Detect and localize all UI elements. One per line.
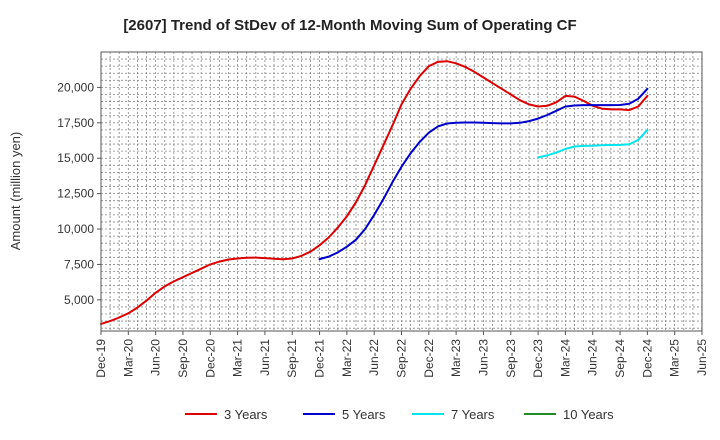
x-tick-label: Sep-24 <box>613 339 627 378</box>
x-tick-label: Mar-20 <box>121 339 135 377</box>
legend-label-3-years: 3 Years <box>224 407 268 422</box>
y-tick-label: 20,000 <box>57 80 94 94</box>
x-tick-label: Mar-25 <box>668 339 682 377</box>
series-line-3-years <box>100 60 649 325</box>
legend-label-10-years: 10 Years <box>563 407 614 422</box>
x-tick-label: Dec-19 <box>94 339 108 378</box>
x-tick-label: Jun-21 <box>258 339 272 376</box>
x-tick-label: Jun-25 <box>695 339 709 376</box>
x-tick-label: Sep-22 <box>395 339 409 378</box>
grid <box>101 52 702 331</box>
y-tick-label: 5,000 <box>64 293 94 307</box>
x-tick-label: Dec-20 <box>203 339 217 378</box>
legend-label-5-years: 5 Years <box>342 407 386 422</box>
x-tick-label: Dec-23 <box>531 339 545 378</box>
x-tick-label: Jun-24 <box>586 339 600 376</box>
x-tick-label: Mar-23 <box>449 339 463 377</box>
x-tick-label: Sep-20 <box>176 339 190 378</box>
x-tick-label: Jun-20 <box>149 339 163 376</box>
legend-label-7-years: 7 Years <box>451 407 495 422</box>
x-tick-label: Mar-21 <box>231 339 245 377</box>
x-tick-label: Dec-24 <box>640 339 654 378</box>
y-tick-label: 15,000 <box>57 151 94 165</box>
x-tick-label: Dec-22 <box>422 339 436 378</box>
x-tick-label: Sep-23 <box>504 339 518 378</box>
x-tick-label: Dec-21 <box>313 339 327 378</box>
series-lines <box>100 60 649 325</box>
y-tick-label: 7,500 <box>64 257 94 271</box>
x-tick-label: Sep-21 <box>285 339 299 378</box>
y-axis-ticks: 5,000 7,500 10,000 12,500 15,000 17,500 20,000 <box>57 80 101 307</box>
series-line-5-years <box>318 87 649 261</box>
x-tick-label: Mar-22 <box>340 339 354 377</box>
x-axis-ticks: Dec-19 Mar-20 Jun-20 Sep-20 Dec-20 Mar-21 Jun-… <box>94 331 709 378</box>
x-tick-label: Jun-22 <box>367 339 381 376</box>
legend: 3 Years 5 Years 7 Years 10 Years <box>185 407 614 422</box>
y-tick-label: 17,500 <box>57 116 94 130</box>
y-tick-label: 10,000 <box>57 222 94 236</box>
y-axis-label: Amount (million yen) <box>8 132 23 251</box>
y-tick-label: 12,500 <box>57 187 94 201</box>
series-line-7-years <box>537 128 649 159</box>
x-tick-label: Jun-23 <box>476 339 490 376</box>
chart-title: [2607] Trend of StDev of 12-Month Moving… <box>123 17 576 34</box>
x-tick-label: Mar-24 <box>558 339 572 377</box>
